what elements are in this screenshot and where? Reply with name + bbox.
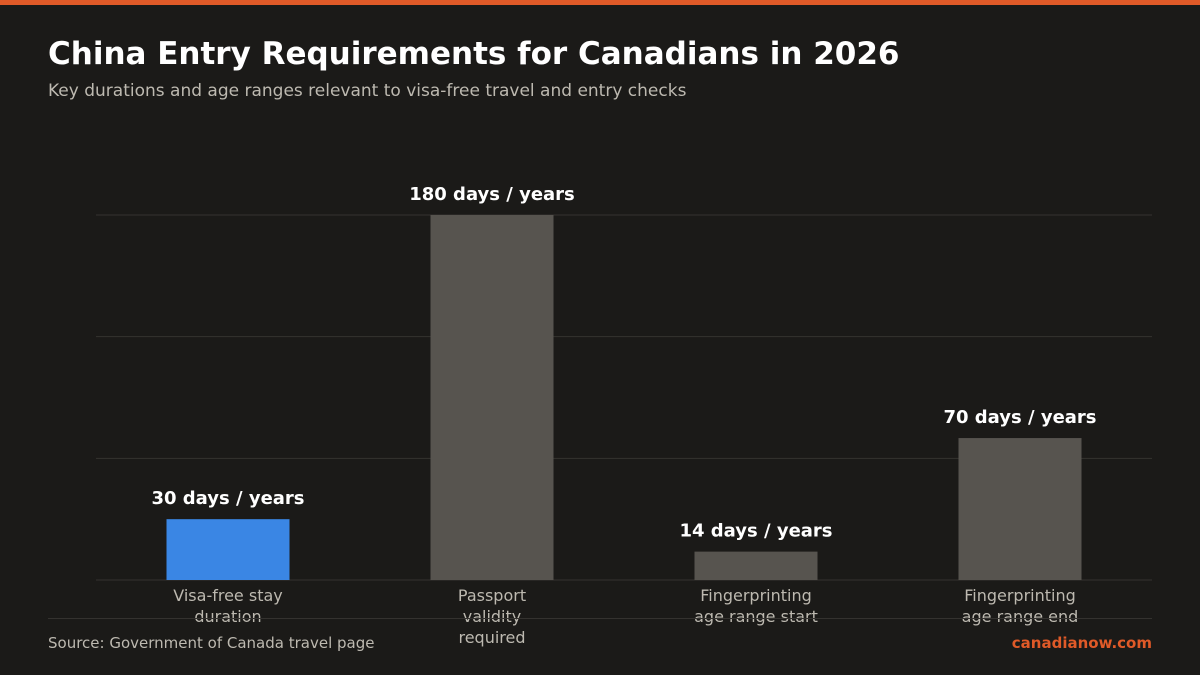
value-label-0: 30 days / years bbox=[151, 488, 304, 509]
top-accent-bar bbox=[0, 0, 1200, 5]
value-label-3: 70 days / years bbox=[943, 407, 1096, 428]
category-label-2: Fingerprinting age range start bbox=[694, 586, 818, 626]
source-note: Source: Government of Canada travel page bbox=[48, 634, 375, 652]
category-label-1: Passport validity required bbox=[458, 586, 526, 647]
bar-0[interactable] bbox=[166, 519, 290, 580]
page-subtitle: Key durations and age ranges relevant to… bbox=[48, 81, 687, 101]
bar-1[interactable] bbox=[430, 215, 554, 580]
value-label-2: 14 days / years bbox=[679, 521, 832, 542]
category-label-3: Fingerprinting age range end bbox=[962, 586, 1079, 626]
brand-link[interactable]: canadianow.com bbox=[1011, 634, 1152, 652]
page-title: China Entry Requirements for Canadians i… bbox=[48, 36, 900, 72]
bar-3[interactable] bbox=[958, 438, 1082, 580]
footer-divider bbox=[48, 618, 1152, 619]
bar-2[interactable] bbox=[694, 551, 818, 580]
category-label-0: Visa-free stay duration bbox=[173, 586, 282, 626]
value-label-1: 180 days / years bbox=[409, 184, 575, 205]
